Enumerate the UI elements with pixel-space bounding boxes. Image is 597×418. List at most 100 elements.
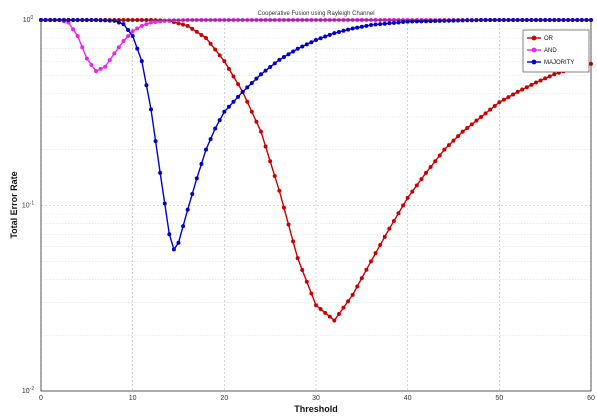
data-point bbox=[479, 114, 483, 119]
data-point bbox=[341, 28, 346, 33]
data-point bbox=[236, 82, 241, 87]
data-point bbox=[433, 159, 438, 164]
data-point bbox=[153, 19, 158, 24]
series-majority bbox=[39, 18, 593, 252]
data-point bbox=[277, 57, 282, 62]
data-point bbox=[89, 62, 94, 67]
data-point bbox=[323, 34, 328, 39]
data-point bbox=[181, 22, 186, 27]
data-point bbox=[272, 174, 277, 179]
legend-label: OR bbox=[544, 36, 554, 42]
data-point bbox=[144, 22, 149, 27]
data-point bbox=[414, 183, 419, 188]
data-point bbox=[162, 18, 167, 23]
data-point bbox=[194, 176, 199, 181]
x-tick-label: 40 bbox=[404, 395, 412, 402]
y-tick-label: 10-1 bbox=[22, 201, 34, 210]
data-point bbox=[286, 52, 291, 57]
data-point bbox=[350, 292, 355, 297]
data-point bbox=[534, 80, 538, 85]
data-point bbox=[373, 251, 378, 256]
data-point bbox=[520, 87, 525, 92]
data-point bbox=[226, 66, 231, 71]
data-point bbox=[272, 61, 277, 66]
data-point bbox=[506, 95, 511, 100]
data-point bbox=[236, 94, 241, 99]
data-point bbox=[424, 170, 428, 175]
data-point bbox=[135, 46, 140, 51]
data-point bbox=[515, 89, 520, 94]
data-point bbox=[71, 27, 76, 32]
data-point bbox=[268, 159, 273, 164]
data-point bbox=[543, 76, 548, 81]
data-point bbox=[405, 19, 410, 24]
legend-marker bbox=[531, 47, 537, 53]
legend-label: AND bbox=[544, 48, 557, 54]
data-point bbox=[213, 47, 218, 52]
data-point bbox=[121, 22, 126, 27]
data-point bbox=[190, 192, 195, 197]
data-point bbox=[382, 21, 387, 26]
data-point bbox=[94, 69, 98, 74]
data-point bbox=[277, 188, 282, 193]
data-point bbox=[318, 307, 323, 312]
data-point bbox=[314, 303, 318, 308]
data-point bbox=[304, 279, 309, 284]
data-point bbox=[295, 256, 300, 261]
data-point bbox=[240, 89, 245, 94]
data-point bbox=[391, 20, 396, 25]
x-tick-labels: 0 10 20 30 40 50 60 bbox=[39, 395, 595, 402]
x-axis-label: Threshold bbox=[294, 404, 338, 414]
legend-entry: AND bbox=[527, 47, 557, 54]
data-point bbox=[204, 147, 208, 152]
data-point bbox=[300, 267, 305, 272]
data-point bbox=[190, 26, 195, 31]
data-point bbox=[226, 104, 231, 109]
data-point bbox=[327, 314, 332, 319]
data-point bbox=[369, 259, 373, 264]
data-point bbox=[437, 153, 442, 158]
data-point bbox=[336, 312, 341, 317]
data-point bbox=[410, 189, 415, 194]
data-point bbox=[355, 25, 360, 30]
data-point bbox=[410, 19, 415, 24]
x-tick-label: 20 bbox=[220, 395, 228, 402]
plot-frame bbox=[40, 19, 592, 392]
x-tick-label: 50 bbox=[495, 395, 503, 402]
data-point bbox=[249, 109, 254, 114]
legend-entry: OR bbox=[527, 35, 554, 42]
data-point bbox=[139, 59, 144, 64]
data-point bbox=[318, 36, 323, 41]
x-tick-label: 60 bbox=[587, 395, 595, 402]
data-point bbox=[167, 232, 172, 237]
data-point bbox=[442, 18, 447, 23]
data-point bbox=[98, 66, 103, 71]
data-point bbox=[231, 99, 236, 104]
data-point bbox=[162, 201, 167, 206]
legend: OR AND MAJORITY bbox=[522, 29, 590, 73]
x-tick-label: 10 bbox=[129, 395, 137, 402]
data-point bbox=[451, 18, 456, 23]
data-point bbox=[314, 38, 318, 43]
data-point bbox=[511, 92, 516, 97]
data-point bbox=[204, 35, 208, 40]
data-point bbox=[437, 18, 442, 23]
data-point bbox=[336, 29, 341, 34]
data-point bbox=[396, 211, 401, 216]
data-point bbox=[130, 33, 135, 38]
data-point bbox=[373, 22, 378, 27]
data-point bbox=[245, 85, 250, 90]
data-point bbox=[254, 119, 259, 124]
data-point bbox=[291, 239, 296, 244]
data-point bbox=[359, 24, 364, 29]
data-point bbox=[387, 226, 392, 231]
data-point bbox=[401, 203, 406, 208]
data-point bbox=[194, 29, 199, 34]
data-point bbox=[552, 72, 557, 77]
data-point bbox=[364, 267, 369, 272]
x-tick-label: 30 bbox=[312, 395, 320, 402]
data-point bbox=[501, 97, 506, 102]
data-point bbox=[112, 51, 117, 56]
y-tick-label: 100 bbox=[23, 15, 34, 24]
data-point bbox=[355, 284, 360, 289]
